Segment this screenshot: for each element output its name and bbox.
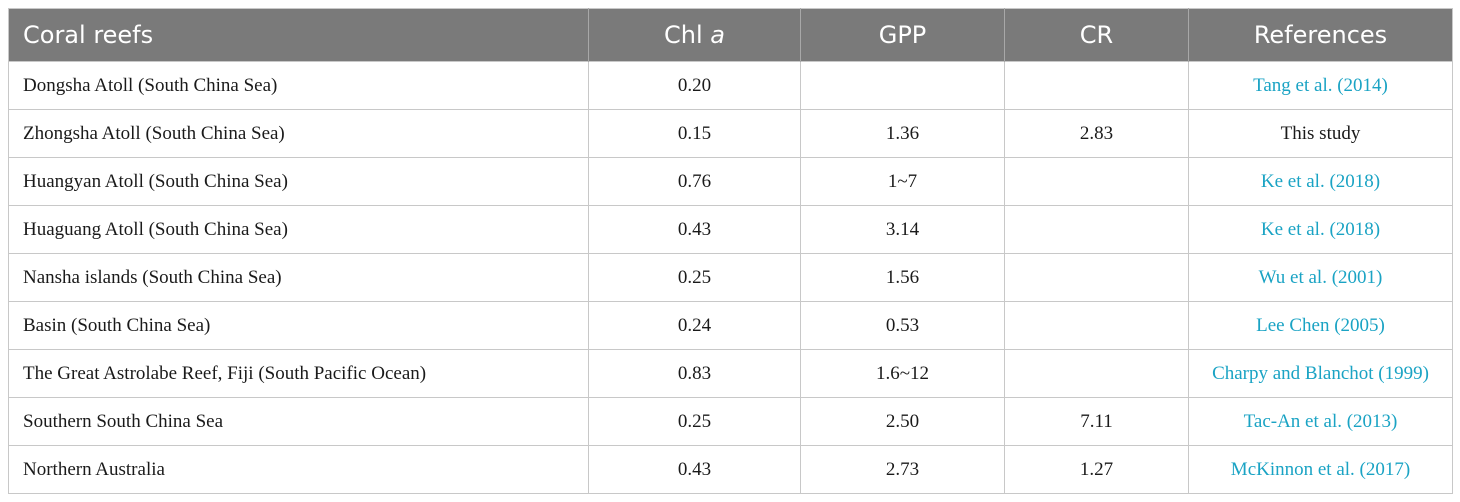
reference-link[interactable]: Ke et al. (2018)	[1188, 205, 1453, 254]
table-header: Coral reefs Chl a GPP CR References	[8, 8, 1453, 62]
cell-gpp: 2.73	[800, 445, 1005, 494]
header-gpp: GPP	[800, 8, 1005, 62]
reference-link[interactable]: Lee Chen (2005)	[1188, 301, 1453, 350]
cell-reef: Nansha islands (South China Sea)	[8, 253, 589, 302]
header-coral-reefs: Coral reefs	[8, 8, 589, 62]
table-row: Dongsha Atoll (South China Sea) 0.20 Tan…	[8, 61, 1453, 110]
reference-link[interactable]: Tac-An et al. (2013)	[1188, 397, 1453, 446]
cell-gpp: 1.6~12	[800, 349, 1005, 398]
reference-text: This study	[1188, 109, 1453, 158]
table-row: Nansha islands (South China Sea) 0.25 1.…	[8, 253, 1453, 302]
cell-chl: 0.15	[588, 109, 801, 158]
cell-chl: 0.76	[588, 157, 801, 206]
cell-gpp: 1.36	[800, 109, 1005, 158]
cell-reef: Dongsha Atoll (South China Sea)	[8, 61, 589, 110]
data-table-container: Coral reefs Chl a GPP CR References Dong…	[8, 8, 1453, 494]
header-chl-italic: a	[710, 21, 725, 49]
cell-cr	[1004, 301, 1189, 350]
cell-chl: 0.25	[588, 253, 801, 302]
cell-chl: 0.20	[588, 61, 801, 110]
reference-link[interactable]: Tang et al. (2014)	[1188, 61, 1453, 110]
cell-cr	[1004, 205, 1189, 254]
reference-link[interactable]: Ke et al. (2018)	[1188, 157, 1453, 206]
cell-cr: 7.11	[1004, 397, 1189, 446]
header-row: Coral reefs Chl a GPP CR References	[8, 8, 1453, 62]
cell-gpp	[800, 61, 1005, 110]
table-row: Huangyan Atoll (South China Sea) 0.76 1~…	[8, 157, 1453, 206]
header-cr: CR	[1004, 8, 1189, 62]
cell-reef: The Great Astrolabe Reef, Fiji (South Pa…	[8, 349, 589, 398]
reference-link[interactable]: Charpy and Blanchot (1999)	[1188, 349, 1453, 398]
cell-gpp: 3.14	[800, 205, 1005, 254]
header-chl-label: Chl	[664, 21, 711, 49]
cell-cr: 2.83	[1004, 109, 1189, 158]
cell-chl: 0.83	[588, 349, 801, 398]
cell-gpp: 2.50	[800, 397, 1005, 446]
cell-reef: Zhongsha Atoll (South China Sea)	[8, 109, 589, 158]
table-row: Huaguang Atoll (South China Sea) 0.43 3.…	[8, 205, 1453, 254]
cell-gpp: 1~7	[800, 157, 1005, 206]
cell-chl: 0.43	[588, 205, 801, 254]
cell-cr: 1.27	[1004, 445, 1189, 494]
cell-reef: Huangyan Atoll (South China Sea)	[8, 157, 589, 206]
table-row: Zhongsha Atoll (South China Sea) 0.15 1.…	[8, 109, 1453, 158]
coral-reefs-table: Coral reefs Chl a GPP CR References Dong…	[8, 8, 1453, 494]
cell-cr	[1004, 61, 1189, 110]
cell-reef: Northern Australia	[8, 445, 589, 494]
cell-cr	[1004, 157, 1189, 206]
cell-reef: Huaguang Atoll (South China Sea)	[8, 205, 589, 254]
header-chl-a: Chl a	[588, 8, 801, 62]
table-body: Dongsha Atoll (South China Sea) 0.20 Tan…	[8, 61, 1453, 494]
table-row: Basin (South China Sea) 0.24 0.53 Lee Ch…	[8, 301, 1453, 350]
cell-chl: 0.25	[588, 397, 801, 446]
header-references: References	[1188, 8, 1453, 62]
reference-link[interactable]: McKinnon et al. (2017)	[1188, 445, 1453, 494]
cell-reef: Southern South China Sea	[8, 397, 589, 446]
reference-link[interactable]: Wu et al. (2001)	[1188, 253, 1453, 302]
cell-reef: Basin (South China Sea)	[8, 301, 589, 350]
table-row: Southern South China Sea 0.25 2.50 7.11 …	[8, 397, 1453, 446]
cell-cr	[1004, 253, 1189, 302]
cell-cr	[1004, 349, 1189, 398]
table-row: Northern Australia 0.43 2.73 1.27 McKinn…	[8, 445, 1453, 494]
cell-chl: 0.43	[588, 445, 801, 494]
cell-gpp: 0.53	[800, 301, 1005, 350]
cell-chl: 0.24	[588, 301, 801, 350]
cell-gpp: 1.56	[800, 253, 1005, 302]
table-row: The Great Astrolabe Reef, Fiji (South Pa…	[8, 349, 1453, 398]
